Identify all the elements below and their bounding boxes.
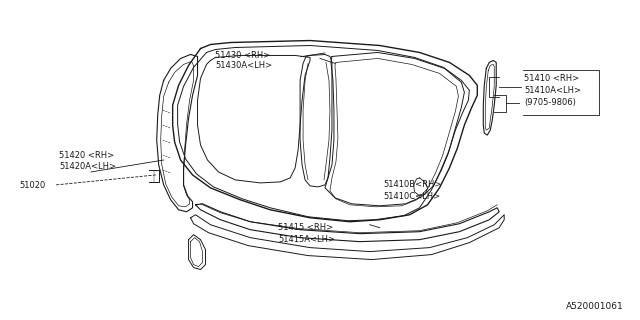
Text: 51410C<LH>: 51410C<LH> bbox=[384, 192, 441, 201]
Text: 51430 <RH>: 51430 <RH> bbox=[216, 51, 271, 60]
Text: 51410 <RH>: 51410 <RH> bbox=[524, 74, 579, 83]
Text: 51410B<RH>: 51410B<RH> bbox=[384, 180, 442, 189]
Text: 51020: 51020 bbox=[19, 181, 45, 190]
Text: A520001061: A520001061 bbox=[566, 302, 623, 311]
Text: (9705-9806): (9705-9806) bbox=[524, 98, 576, 107]
Text: 51415 <RH>: 51415 <RH> bbox=[278, 223, 333, 232]
Text: 51430A<LH>: 51430A<LH> bbox=[216, 61, 273, 70]
Text: 51420 <RH>: 51420 <RH> bbox=[59, 150, 115, 160]
Text: 51415A<LH>: 51415A<LH> bbox=[278, 235, 335, 244]
Text: 51410A<LH>: 51410A<LH> bbox=[524, 86, 581, 95]
Text: 51420A<LH>: 51420A<LH> bbox=[59, 163, 116, 172]
